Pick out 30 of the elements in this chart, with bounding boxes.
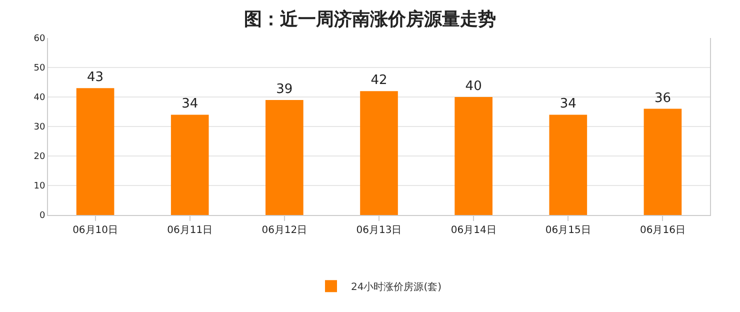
- x-tick-label: 06月12日: [262, 225, 308, 236]
- y-tick-label: 10: [34, 182, 46, 192]
- x-tick-label: 06月11日: [167, 225, 213, 236]
- x-tick-label: 06月10日: [72, 225, 118, 236]
- x-tick-label: 06月16日: [640, 225, 686, 236]
- y-tick-label: 30: [34, 122, 46, 133]
- y-tick-label: 20: [34, 152, 46, 162]
- x-tick-label: 06月13日: [356, 225, 402, 236]
- chart-title: 图：近一周济南涨价房源量走势: [244, 9, 496, 30]
- bar: [170, 114, 209, 215]
- bar: [266, 100, 304, 215]
- x-tick-label: 06月14日: [450, 225, 496, 236]
- data-label: 39: [276, 82, 293, 97]
- bar: [76, 88, 114, 215]
- x-tick-label: 06月15日: [545, 225, 591, 236]
- data-label: 40: [465, 79, 482, 94]
- y-tick-label: 40: [34, 93, 46, 104]
- legend-label: 24小时涨价房源(套): [351, 281, 442, 294]
- bar: [360, 91, 398, 215]
- y-tick-label: 60: [34, 34, 46, 44]
- data-label: 42: [370, 73, 388, 88]
- bar: [549, 114, 588, 215]
- bar: [644, 108, 682, 215]
- bar: [454, 97, 492, 215]
- data-label: 43: [87, 70, 104, 86]
- y-tick-label: 0: [39, 211, 46, 222]
- data-label: 34: [182, 96, 198, 112]
- data-label: 36: [654, 90, 671, 106]
- y-tick-label: 50: [34, 64, 46, 74]
- data-label: 34: [560, 96, 576, 112]
